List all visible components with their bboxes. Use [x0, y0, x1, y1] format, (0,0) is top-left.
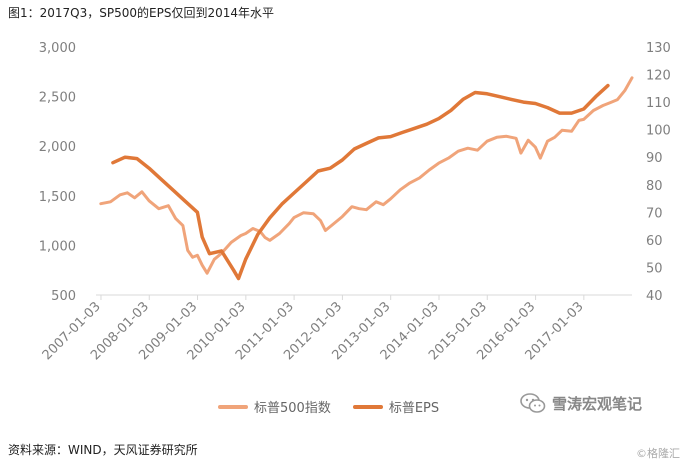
legend: 标普500指数 标普EPS [218, 397, 439, 416]
left-tick-label: 3,000 [39, 41, 76, 56]
left-tick-label: 2,000 [39, 140, 76, 155]
right-tick-label: 90 [646, 151, 663, 166]
right-tick-label: 70 [646, 206, 663, 221]
wechat-icon [520, 393, 546, 413]
right-tick-label: 60 [646, 234, 663, 249]
right-tick-label: 40 [646, 289, 663, 304]
legend-label-sp500: 标普500指数 [254, 401, 331, 416]
watermark: 雪涛宏观笔记 [520, 392, 642, 414]
right-tick-label: 130 [646, 41, 671, 56]
corner-credit: ©格隆汇 [636, 447, 680, 460]
legend-label-eps: 标普EPS [388, 401, 440, 416]
right-tick-label: 80 [646, 179, 663, 194]
left-tick-label: 1,000 [39, 239, 76, 254]
right-tick-label: 110 [646, 96, 671, 111]
legend-swatch-eps [352, 404, 383, 409]
left-tick-label: 2,500 [39, 91, 76, 106]
series-line-sp500 [99, 76, 634, 275]
legend-swatch-sp500 [218, 404, 248, 409]
x-axis: 2007-01-032008-01-032009-01-032010-01-03… [40, 294, 632, 363]
right-tick-label: 100 [646, 124, 671, 139]
series-lines [99, 76, 634, 281]
left-tick-label: 1,500 [39, 190, 76, 205]
right-tick-label: 50 [646, 261, 663, 276]
left-tick-label: 500 [51, 289, 76, 304]
series-line-eps [111, 83, 610, 281]
right-axis-labels: 40 50 60 70 80 90 100 110 120 130 [646, 41, 671, 304]
figure-title: 图1：2017Q3，SP500的EPS仅回到2014年水平 [8, 6, 274, 20]
legend-item-eps[interactable]: 标普EPS [352, 397, 440, 416]
left-axis-labels: 500 1,000 1,500 2,000 2,500 3,000 [39, 41, 76, 304]
right-tick-label: 120 [646, 69, 671, 84]
legend-item-sp500[interactable]: 标普500指数 [218, 397, 331, 416]
watermark-text: 雪涛宏观笔记 [552, 394, 643, 413]
source-note: 资料来源：WIND，天风证券研究所 [8, 443, 198, 457]
